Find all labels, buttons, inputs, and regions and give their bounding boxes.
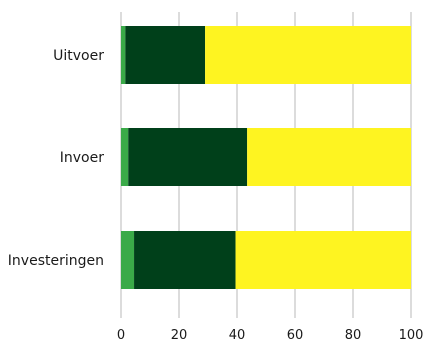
x-tick-label: 100 <box>399 328 424 342</box>
bar-segment <box>205 26 411 84</box>
x-tick-label: 40 <box>229 328 246 342</box>
x-tick-label: 60 <box>287 328 304 342</box>
bar-segment <box>247 128 411 186</box>
bar-segment <box>121 231 135 289</box>
bar-segment <box>235 231 411 289</box>
bar-segment <box>128 128 248 186</box>
label-layer: 0 20 40 60 80 100 Uitvoer Invoer Investeringen <box>8 48 424 342</box>
category-label: Investeringen <box>8 253 104 269</box>
category-label: Uitvoer <box>53 48 104 64</box>
x-tick-label: 0 <box>117 328 125 342</box>
category-label: Invoer <box>60 150 104 166</box>
bar-segment <box>121 128 129 186</box>
x-tick-label: 20 <box>171 328 188 342</box>
bar-segment <box>134 231 236 289</box>
x-tick-label: 80 <box>345 328 362 342</box>
bar-segment <box>125 26 206 84</box>
bar-segment <box>121 26 126 84</box>
bar-layer <box>121 26 411 289</box>
